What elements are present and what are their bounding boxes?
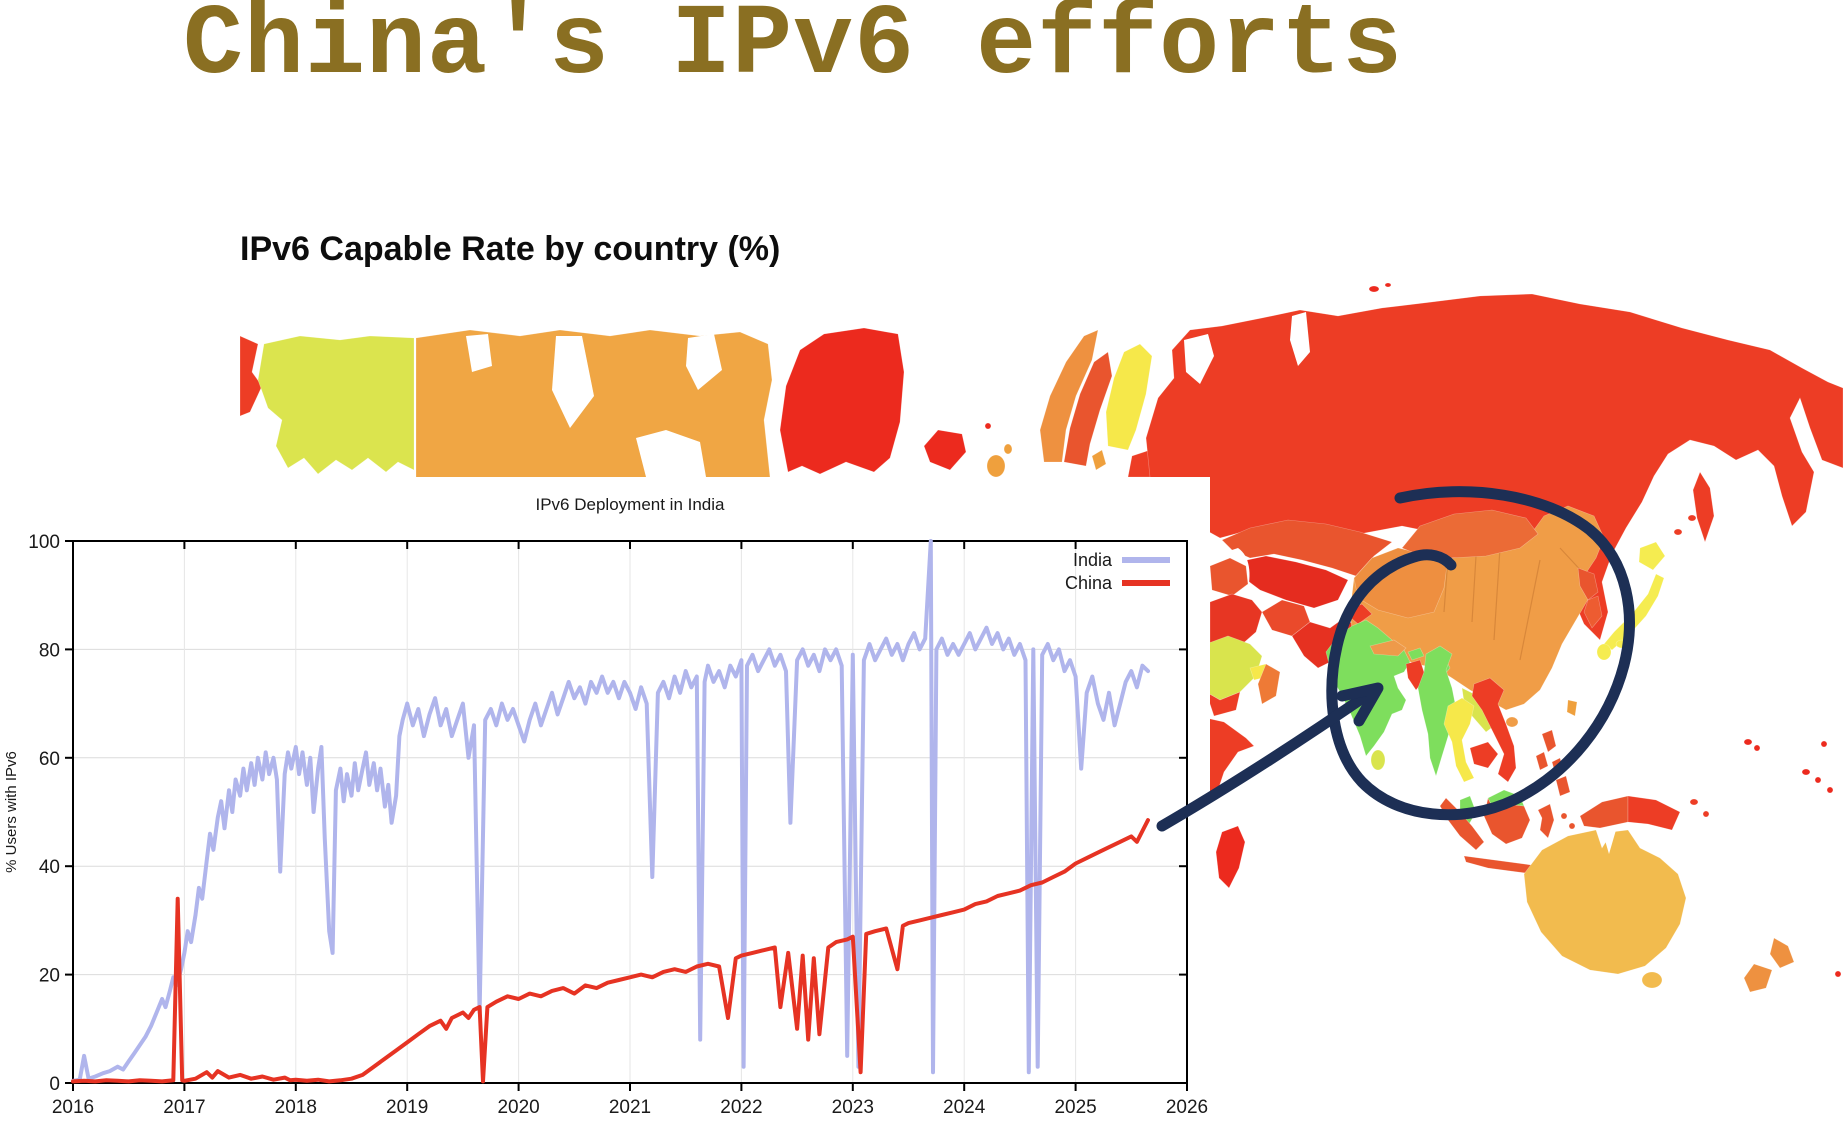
pacific-dot (1820, 740, 1828, 748)
svg-text:2020: 2020 (497, 1097, 539, 1118)
slide-title: China's IPv6 efforts (183, 0, 1404, 103)
pacific-dot (1826, 786, 1834, 794)
svg-text:2016: 2016 (52, 1097, 94, 1118)
uk-region (1003, 443, 1013, 455)
svg-text:100: 100 (28, 532, 60, 553)
hainan-region (1505, 716, 1519, 728)
norway-region (1039, 329, 1099, 463)
svg-text:2018: 2018 (275, 1097, 317, 1118)
philippines-region (1541, 729, 1557, 753)
philippines-region (1551, 757, 1565, 777)
japan-region (1615, 639, 1629, 649)
malaysia-borneo-region (1487, 789, 1525, 807)
svg-text:2024: 2024 (943, 1097, 986, 1118)
chart-svg: 0 20 40 60 80 100 2016 2017 2018 2019 2020 2021 2022… (3, 495, 1208, 1118)
faroe-region (984, 422, 992, 430)
sweden-region (1063, 351, 1113, 467)
thailand-region (1443, 697, 1475, 783)
svg-text:40: 40 (39, 857, 60, 878)
japan-region (1603, 573, 1665, 651)
new-zealand-region (1743, 963, 1773, 993)
svg-text:80: 80 (39, 640, 60, 661)
new-zealand-region (1769, 937, 1795, 969)
chart-panel: 0 20 40 60 80 100 2016 2017 2018 2019 2020 2021 2022… (0, 477, 1210, 1127)
white-sea (1184, 334, 1214, 384)
cambodia-region (1469, 741, 1499, 769)
melanesia-islands (1689, 798, 1699, 806)
svg-text:60: 60 (39, 749, 60, 770)
svg-text:2019: 2019 (386, 1097, 428, 1118)
taiwan-region (1566, 699, 1578, 717)
svg-text:2022: 2022 (720, 1097, 762, 1118)
sri-lanka-region (1370, 749, 1386, 771)
gulf-of-carpentaria (1602, 830, 1616, 854)
hudson-bay (636, 430, 706, 477)
arctic-channel (466, 334, 492, 372)
svg-text:2026: 2026 (1166, 1097, 1208, 1118)
svg-text:2025: 2025 (1054, 1097, 1096, 1118)
philippines-region (1535, 751, 1549, 771)
arctic-channel (686, 334, 722, 390)
papua-new-guinea-region (1627, 795, 1681, 831)
maluku-islands (1560, 812, 1568, 820)
sakhalin-region (1692, 471, 1715, 543)
pacific-dot (1814, 776, 1822, 784)
japan-region (1638, 541, 1666, 571)
svg-text:0: 0 (49, 1074, 60, 1095)
svg-text:IPv6 Deployment in India: IPv6 Deployment in India (536, 495, 726, 514)
australia-region (1523, 829, 1687, 975)
iraq-syria-region (1209, 557, 1249, 597)
madagascar-region (1215, 825, 1246, 889)
finland-region (1105, 343, 1153, 451)
iceland-region (923, 429, 967, 471)
svg-text:2021: 2021 (609, 1097, 651, 1118)
uk-region (986, 454, 1006, 478)
japan-region (1596, 643, 1612, 661)
svalbard-region (1368, 285, 1380, 293)
melanesia-islands (1702, 810, 1710, 818)
svg-text:2017: 2017 (163, 1097, 205, 1118)
fiji-islands (1753, 744, 1761, 752)
svalbard-region (1384, 282, 1392, 288)
kuril-islands (1673, 528, 1683, 536)
fiji-islands (1743, 738, 1753, 746)
svg-text:India: India (1073, 550, 1113, 570)
ob-gulf (1290, 312, 1310, 366)
pacific-dot (1834, 970, 1842, 978)
denmark-region (1091, 449, 1107, 471)
maluku-islands (1568, 822, 1576, 830)
svg-text:2023: 2023 (832, 1097, 874, 1118)
svg-text:China: China (1065, 573, 1113, 593)
svg-text:% Users with IPv6: % Users with IPv6 (3, 751, 20, 873)
west-new-guinea-region (1579, 795, 1629, 829)
arctic-channel (552, 336, 594, 428)
sulawesi-region (1537, 803, 1555, 839)
svg-text:20: 20 (39, 966, 60, 987)
pacific-dot (1801, 768, 1811, 776)
philippines-region (1555, 775, 1571, 797)
tasmania-region (1641, 971, 1663, 989)
greenland-region (779, 327, 905, 475)
horn-of-africa-region (1205, 717, 1255, 801)
kuril-islands (1687, 514, 1697, 522)
alaska-region (257, 335, 415, 475)
map-title: IPv6 Capable Rate by country (%) (240, 230, 781, 268)
